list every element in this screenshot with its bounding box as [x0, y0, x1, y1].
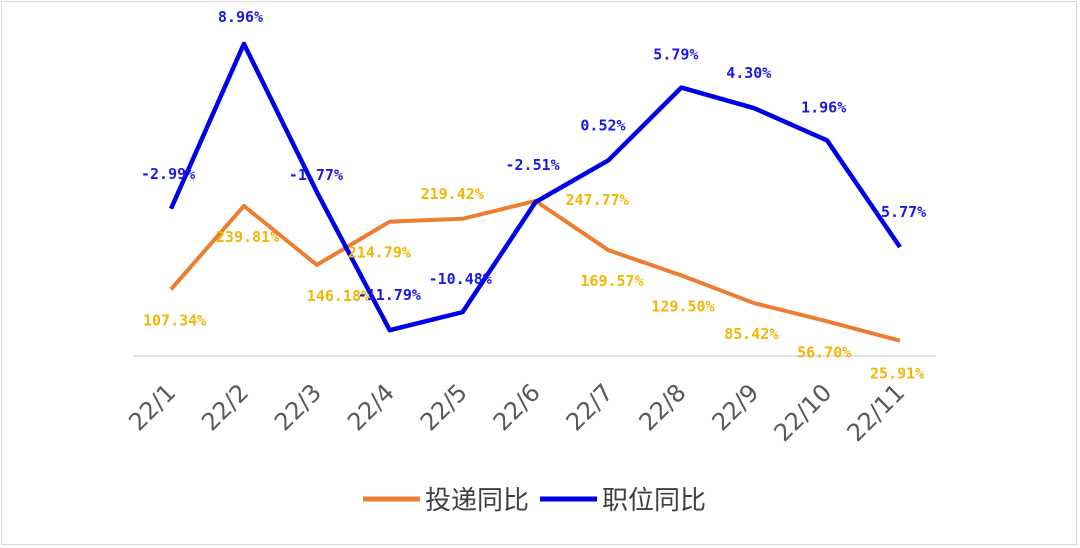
data-label-series-0: 85.42%	[724, 325, 778, 343]
data-label-series-1: -11.79%	[358, 286, 421, 304]
legend-label-series-1: 职位同比	[602, 486, 706, 516]
data-label-series-0: 247.77%	[566, 191, 629, 209]
x-tick-label: 22/3	[269, 378, 327, 436]
data-label-series-1: -2.51%	[506, 156, 560, 174]
x-tick-label: 22/2	[196, 378, 254, 436]
data-label-series-1: -10.48%	[429, 270, 492, 288]
data-label-series-0: 25.91%	[870, 365, 924, 383]
legend-label-series-0: 投递同比	[425, 486, 529, 516]
data-label-series-1: 4.30%	[726, 64, 771, 82]
x-tick-label: 22/7	[561, 378, 619, 436]
data-labels: 107.34% 239.81% 146.18% 214.79% 219.42% 247.7…	[141, 8, 926, 383]
x-tick-label: 22/4	[342, 378, 400, 436]
x-tick-labels: 22/1 22/2 22/3 22/4 22/5 22/6 22/7 22/8 22/9 22/1…	[123, 378, 910, 447]
data-label-series-1: 1.96%	[801, 98, 846, 116]
x-tick-label: 22/11	[842, 378, 911, 447]
series-line-1	[168, 41, 902, 333]
x-tick-label: 22/1	[123, 378, 181, 436]
data-label-series-0: 214.79%	[348, 244, 411, 262]
data-label-series-1: 8.96%	[218, 8, 263, 26]
x-tick-label: 22/5	[415, 378, 473, 436]
x-tick-label: 22/9	[707, 378, 765, 436]
data-label-series-0: 107.34%	[143, 311, 206, 329]
x-tick-label: 22/10	[769, 378, 838, 447]
data-label-series-0: 169.57%	[580, 272, 643, 290]
series-lines	[168, 41, 902, 343]
x-tick-label: 22/6	[488, 378, 546, 436]
data-label-series-0: 146.18%	[307, 287, 370, 305]
x-tick-label: 22/8	[634, 378, 692, 436]
data-label-series-1: 0.52%	[580, 116, 625, 134]
data-label-series-0: 219.42%	[421, 185, 484, 203]
series-line-0	[169, 198, 901, 343]
legend: 投递同比 职位同比	[363, 486, 706, 516]
data-label-series-1: -5.77%	[872, 203, 926, 221]
data-label-series-1: -1.77%	[289, 166, 343, 184]
data-label-series-1: -2.99%	[141, 165, 195, 183]
data-label-series-0: 56.70%	[797, 343, 851, 361]
data-label-series-0: 129.50%	[651, 297, 714, 315]
data-label-series-1: 5.79%	[653, 46, 698, 64]
data-label-series-0: 239.81%	[216, 228, 279, 246]
